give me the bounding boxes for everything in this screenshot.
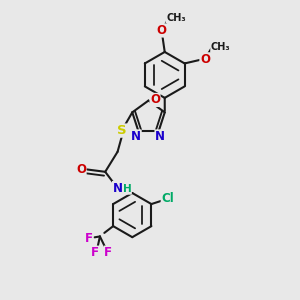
Text: Cl: Cl xyxy=(161,192,174,205)
Text: F: F xyxy=(91,246,99,259)
Text: CH₃: CH₃ xyxy=(166,13,186,23)
Text: H: H xyxy=(123,184,131,194)
Text: O: O xyxy=(150,93,160,106)
Text: O: O xyxy=(157,24,167,37)
Text: O: O xyxy=(200,53,210,66)
Text: N: N xyxy=(131,130,141,143)
Text: S: S xyxy=(117,124,127,137)
Text: F: F xyxy=(104,246,112,259)
Text: N: N xyxy=(155,130,165,143)
Text: F: F xyxy=(85,232,93,245)
Text: N: N xyxy=(112,182,123,194)
Text: O: O xyxy=(76,163,86,176)
Text: CH₃: CH₃ xyxy=(211,42,230,52)
